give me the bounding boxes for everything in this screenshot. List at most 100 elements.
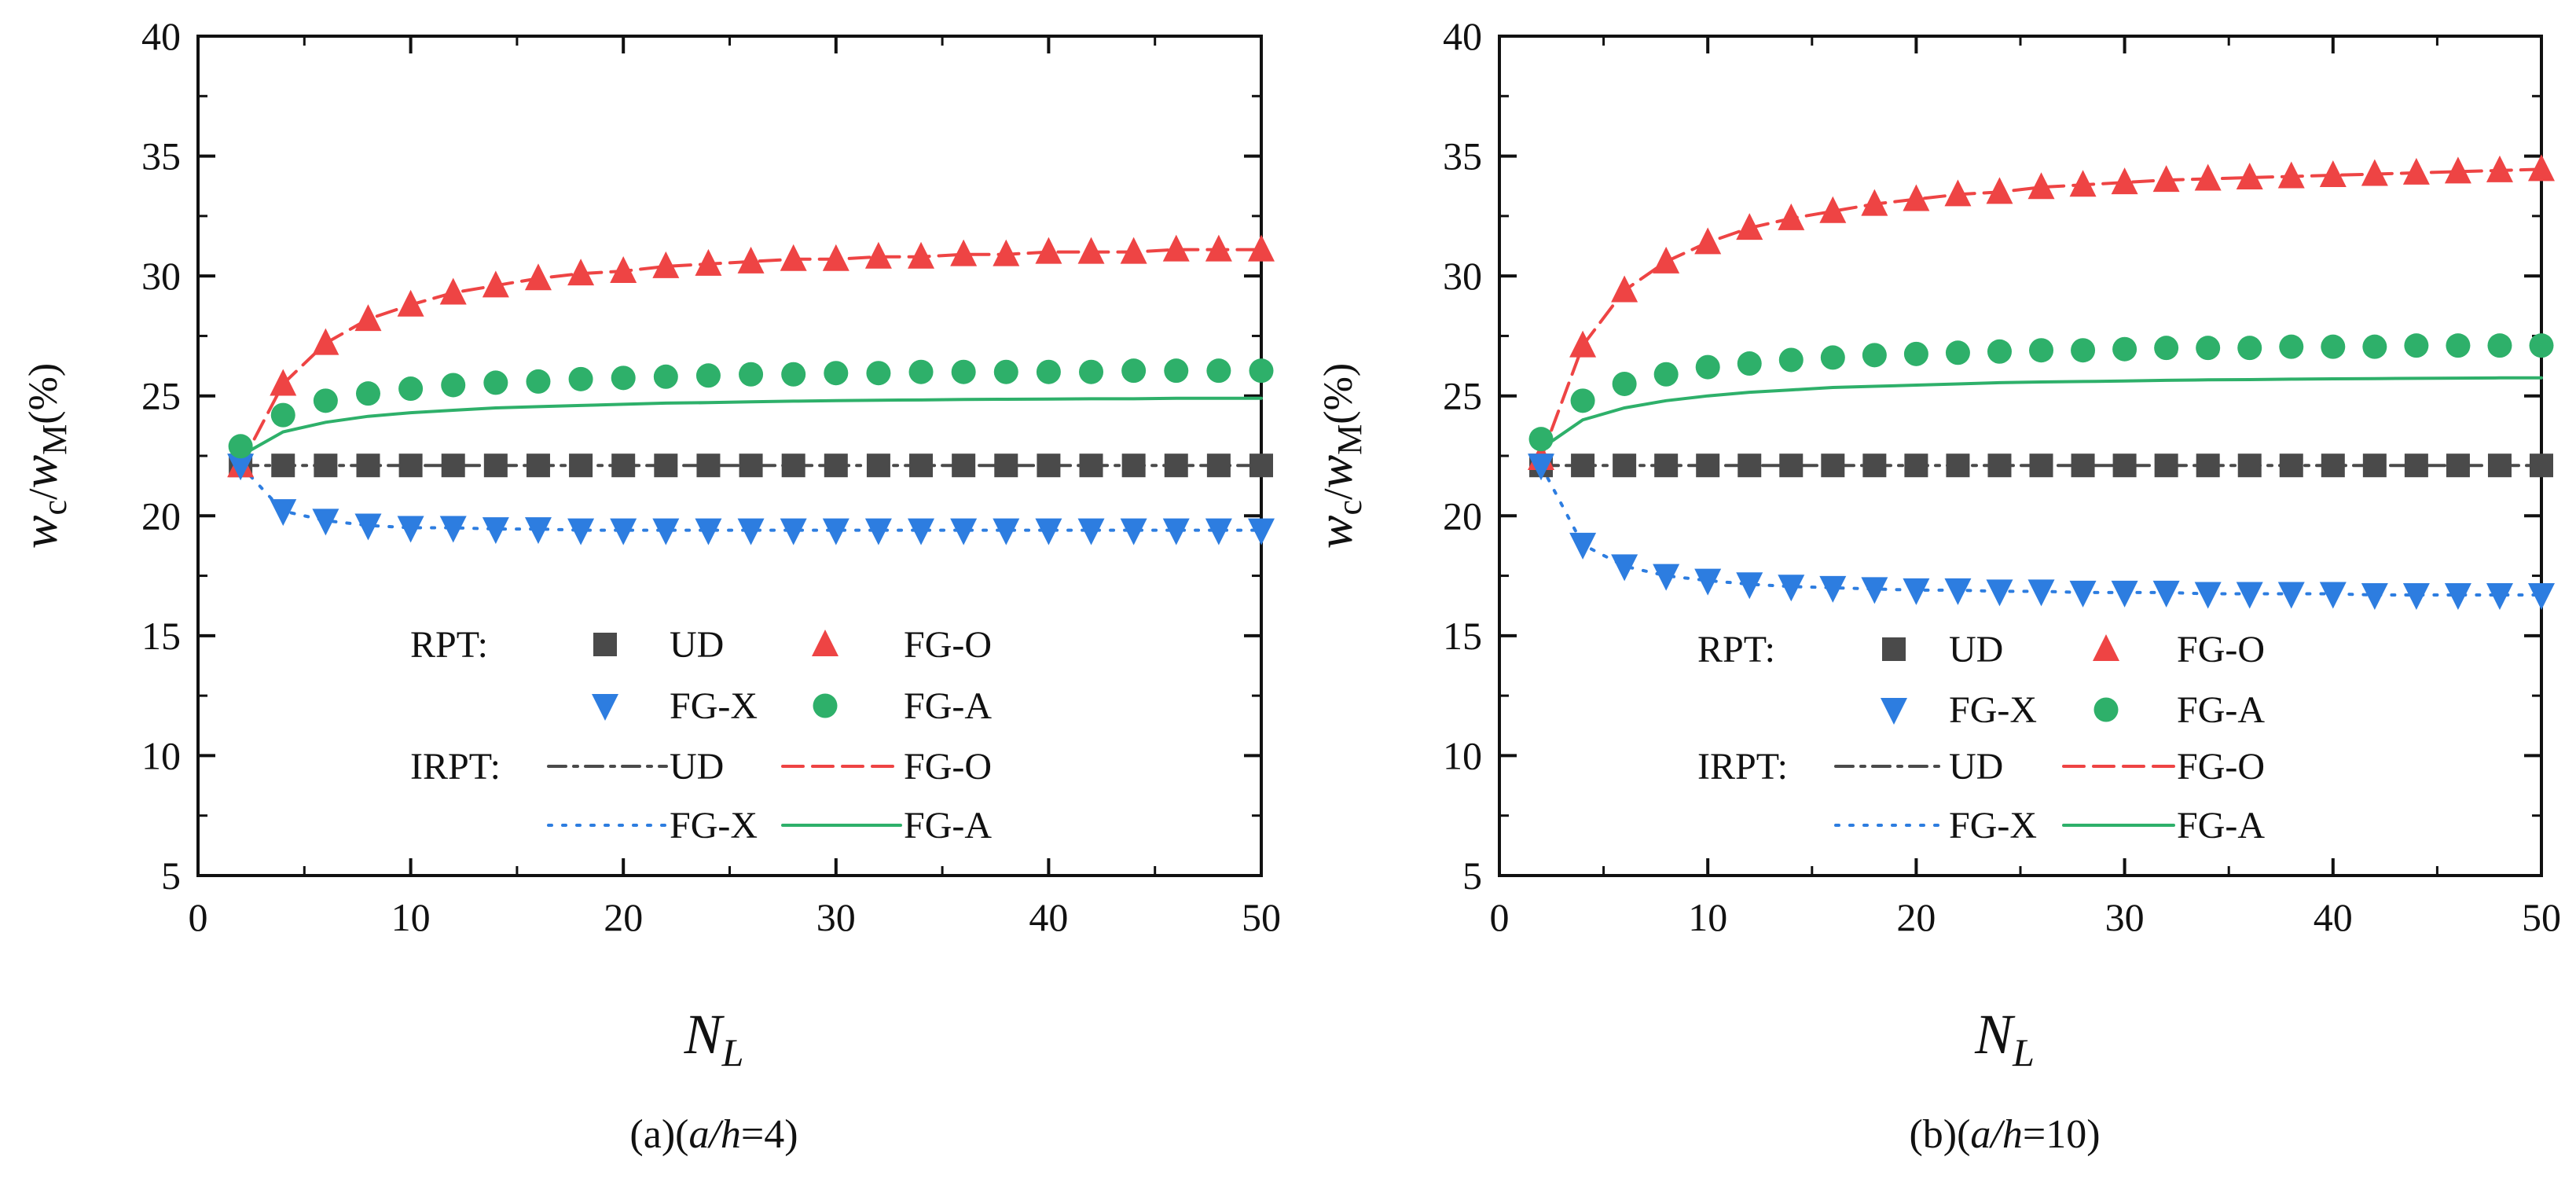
legend: RPT: IRPT: UD FG-O FG-X FG-A UD FG-O FG-X FG-A [410, 624, 992, 846]
data-point-rpt-fg-o [1986, 177, 2013, 204]
y-tick-label: 5 [161, 854, 181, 898]
data-point-rpt-fg-o [1205, 234, 1232, 262]
data-point-rpt-fg-x [2319, 582, 2347, 609]
series-line-irpt-fg-o [1539, 167, 2543, 461]
data-point-rpt-fg-x [950, 518, 978, 545]
data-point-rpt-fg-a [611, 365, 636, 391]
data-point-rpt-fg-x [1077, 518, 1105, 545]
caption-variable: a/h [688, 1112, 740, 1157]
x-tick-label: 50 [1242, 895, 1281, 939]
data-point-rpt-fg-x [1819, 575, 1847, 603]
data-point-rpt-fg-x [2361, 582, 2388, 610]
data-point-rpt-ud [1079, 453, 1103, 478]
data-point-rpt-ud [398, 453, 423, 478]
data-point-rpt-fg-a [824, 361, 849, 386]
data-point-rpt-fg-a [1653, 362, 1679, 387]
legend-marker-fg-o [812, 630, 838, 656]
data-point-rpt-fg-a [908, 359, 934, 384]
chart-panel-a: 0 10 20 30 40 50 5 10 15 20 25 30 35 40 RPT: IRPT: UD FG-… [12, 14, 1281, 1157]
x-axis-label: NL [1974, 1003, 2035, 1074]
y-axis-label: wc/wM(%) [1307, 363, 1369, 549]
x-label-n: N [684, 1003, 725, 1066]
y-tick-label: 10 [141, 733, 181, 777]
data-point-rpt-fg-o [1035, 237, 1062, 264]
data-point-rpt-fg-x [1205, 518, 1232, 545]
data-point-rpt-fg-a [1079, 359, 1104, 384]
y-label-c: c [1330, 500, 1369, 516]
data-point-rpt-fg-o [2236, 163, 2263, 190]
data-point-rpt-ud [2279, 453, 2303, 478]
data-point-rpt-fg-o [1819, 196, 1847, 223]
data-point-rpt-ud [2530, 453, 2553, 478]
data-point-rpt-fg-x [312, 509, 339, 536]
data-point-rpt-fg-o [695, 248, 722, 276]
y-label-m: M [35, 424, 74, 455]
y-label-pct: (%) [21, 363, 66, 424]
data-point-rpt-fg-o [2319, 160, 2347, 187]
data-point-rpt-ud [2487, 453, 2512, 478]
y-axis-label: wc/wM(%) [12, 363, 74, 549]
data-point-rpt-fg-a [2029, 338, 2054, 363]
data-point-rpt-fg-a [270, 402, 295, 428]
data-point-rpt-ud [2237, 453, 2262, 478]
legend-entry-irpt: FG-A [2177, 805, 2265, 846]
data-point-rpt-fg-x [1611, 554, 1638, 582]
y-label-w: w [12, 515, 68, 549]
data-point-rpt-ud [1946, 453, 1970, 478]
data-point-rpt-fg-x [2236, 582, 2263, 609]
caption-variable: a/h [1970, 1112, 2022, 1157]
data-point-rpt-fg-x [2528, 582, 2555, 610]
data-point-rpt-fg-o [1653, 246, 1680, 274]
data-point-rpt-fg-a [1778, 347, 1804, 373]
y-tick-label: 15 [1443, 614, 1482, 658]
y-tick-label: 40 [1443, 14, 1482, 58]
data-point-rpt-fg-x [2486, 582, 2513, 610]
y-tick-label: 25 [1443, 374, 1482, 418]
data-point-rpt-fg-o [2528, 154, 2555, 182]
legend-irpt-label: IRPT: [410, 746, 501, 788]
legend-entry-rpt: FG-O [2177, 629, 2265, 670]
x-tick-label: 50 [2522, 895, 2561, 939]
data-point-rpt-fg-a [1862, 343, 1887, 368]
data-point-rpt-fg-x [822, 518, 849, 545]
data-point-rpt-fg-o [2194, 163, 2222, 191]
data-point-rpt-fg-x [2402, 582, 2430, 610]
legend-entry-rpt: FG-A [904, 685, 992, 727]
data-point-rpt-fg-a [1612, 371, 1637, 396]
legend-entry-irpt: UD [1949, 746, 2003, 788]
data-point-rpt-fg-x [1120, 518, 1147, 545]
chart-panel-b: 0 10 20 30 40 50 5 10 15 20 25 30 35 40 RPT: IRPT: UD FG-… [1307, 14, 2561, 1157]
data-point-rpt-fg-x [1861, 577, 1888, 604]
data-point-rpt-fg-o [270, 369, 297, 396]
data-point-rpt-fg-x [2444, 582, 2471, 610]
y-label-w2: w [12, 455, 68, 489]
data-point-rpt-fg-x [993, 518, 1020, 545]
data-point-rpt-fg-o [524, 263, 552, 291]
data-point-rpt-ud [1696, 453, 1720, 478]
data-point-rpt-fg-o [1944, 179, 1972, 207]
data-point-rpt-fg-a [355, 381, 380, 406]
data-point-rpt-fg-x [2111, 580, 2138, 608]
data-point-rpt-fg-o [482, 270, 509, 298]
legend-entry-rpt: FG-X [670, 685, 758, 727]
data-point-rpt-fg-o [1861, 189, 1888, 216]
data-point-rpt-fg-x [397, 516, 424, 543]
data-point-rpt-ud [1206, 453, 1231, 478]
legend-marker-fg-a [2093, 697, 2119, 722]
data-point-rpt-ud [1613, 453, 1637, 478]
data-point-rpt-fg-x [1248, 518, 1275, 545]
data-point-rpt-ud [1164, 453, 1188, 478]
data-point-rpt-fg-a [2154, 336, 2179, 361]
y-label-w: w [1307, 515, 1363, 549]
data-point-rpt-fg-o [354, 304, 382, 332]
data-point-rpt-ud [781, 453, 805, 478]
y-tick-label: 35 [1443, 134, 1482, 178]
data-point-rpt-fg-x [2194, 582, 2222, 609]
legend-entry-irpt: FG-X [1949, 805, 2037, 846]
data-point-rpt-fg-o [1162, 234, 1190, 262]
data-point-rpt-ud [1571, 453, 1595, 478]
data-point-rpt-fg-o [312, 328, 339, 355]
data-point-rpt-fg-o [1611, 275, 1638, 303]
data-point-rpt-fg-o [1569, 330, 1597, 358]
data-point-rpt-ud [441, 453, 465, 478]
